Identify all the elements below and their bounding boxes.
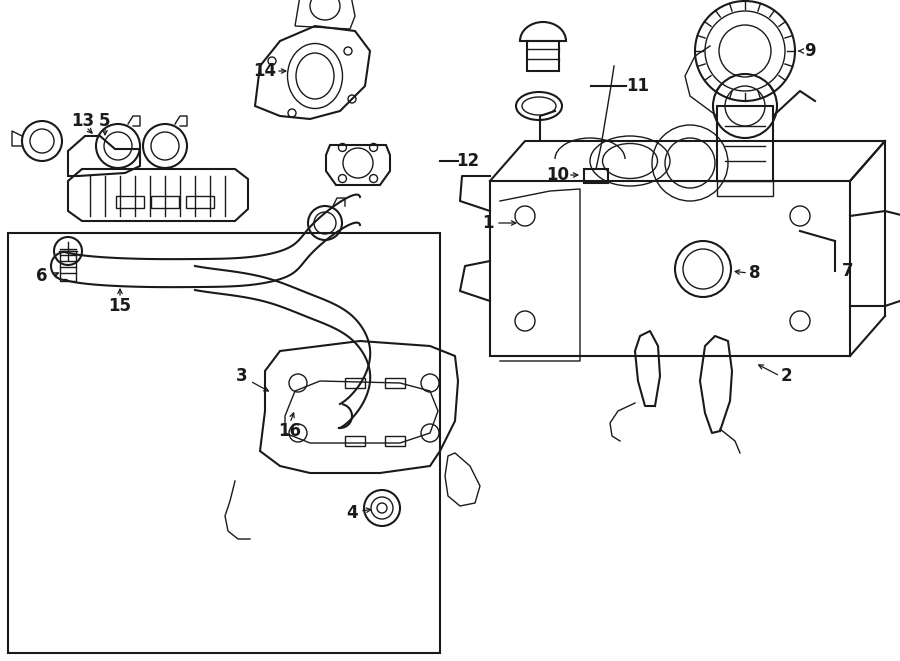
- Bar: [385, 436, 405, 446]
- Bar: [490, 181, 850, 356]
- Text: 4: 4: [346, 504, 358, 522]
- Text: 13: 13: [71, 112, 94, 130]
- Text: 12: 12: [456, 152, 480, 170]
- Text: 15: 15: [109, 297, 131, 315]
- Bar: [60, 251, 76, 281]
- Bar: [151, 196, 179, 208]
- Text: 2: 2: [780, 367, 792, 385]
- Text: 5: 5: [99, 112, 111, 130]
- Bar: [385, 378, 405, 388]
- Text: 6: 6: [36, 267, 48, 285]
- Bar: [186, 196, 214, 208]
- Text: 1: 1: [482, 214, 494, 232]
- Bar: [527, 41, 559, 71]
- Text: 8: 8: [749, 264, 760, 282]
- Text: 3: 3: [236, 367, 248, 385]
- Bar: [345, 378, 365, 388]
- Bar: [584, 169, 608, 183]
- Text: 10: 10: [546, 166, 570, 184]
- Text: 11: 11: [626, 77, 650, 95]
- Bar: [717, 106, 773, 181]
- Bar: [717, 181, 773, 196]
- Text: 14: 14: [254, 62, 276, 80]
- Text: 7: 7: [842, 262, 854, 280]
- Bar: [8, 233, 440, 653]
- Text: 16: 16: [278, 422, 302, 440]
- Text: 9: 9: [805, 42, 815, 60]
- Bar: [116, 196, 144, 208]
- Bar: [345, 436, 365, 446]
